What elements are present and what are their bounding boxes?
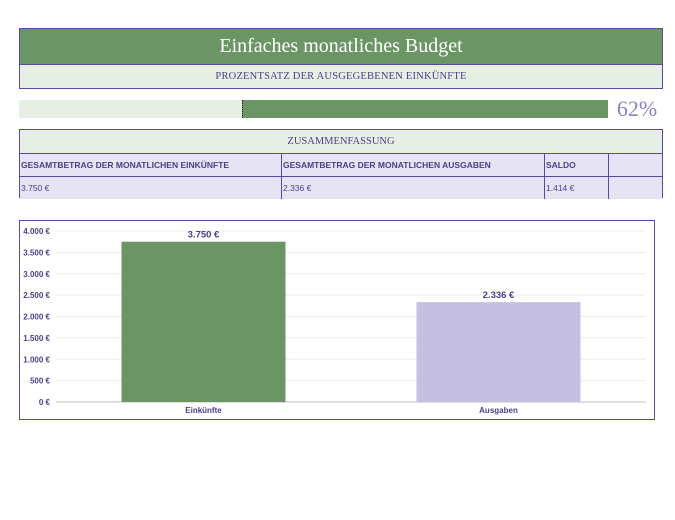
budget-title: Einfaches monatliches Budget (19, 28, 663, 65)
value-empty[interactable] (609, 177, 662, 199)
header-total-expenses[interactable]: GESAMTBETRAG DER MONATLICHEN AUSGABEN (282, 154, 545, 176)
income-expenses-chart[interactable]: 0 € 500 € 1.000 € 1.500 € 2.000 € 2.500 € 3.00… (19, 220, 655, 420)
progress-percent-label: 62% (616, 96, 658, 121)
value-total-expenses[interactable]: 2.336 € (282, 177, 545, 199)
header-total-income[interactable]: GESAMTBETRAG DER MONATLICHEN EINKÜNFTE (20, 154, 282, 176)
summary-value-row: 3.750 € 2.336 € 1.414 € (20, 177, 662, 199)
y-tick-label: 2.500 € (23, 291, 50, 300)
x-category-label: Einkünfte (185, 406, 222, 415)
bar-data-label: 2.336 € (483, 290, 515, 301)
summary-table: ZUSAMMENFASSUNG GESAMTBETRAG DER MONATLI… (19, 129, 663, 199)
y-tick-label: 500 € (30, 377, 51, 386)
y-tick-label: 3.500 € (23, 248, 50, 257)
value-balance[interactable]: 1.414 € (545, 177, 609, 199)
spent-income-percentage-heading: PROZENTSATZ DER AUSGEGEBENEN EINKÜNFTE (19, 65, 663, 89)
chart-svg: 0 € 500 € 1.000 € 1.500 € 2.000 € 2.500 € 3.00… (23, 227, 646, 415)
y-tick-label: 1.000 € (23, 355, 50, 364)
progress-fill (242, 100, 608, 118)
bar-income (121, 241, 286, 402)
header-empty[interactable] (609, 154, 662, 176)
y-tick-label: 4.000 € (23, 227, 50, 236)
summary-header-row: GESAMTBETRAG DER MONATLICHEN EINKÜNFTE G… (20, 154, 662, 177)
spent-income-progress-bar (19, 100, 608, 118)
y-tick-label: 3.000 € (23, 270, 50, 279)
y-tick-label: 1.500 € (23, 334, 50, 343)
y-tick-label: 0 € (39, 398, 51, 407)
y-tick-label: 2.000 € (23, 313, 50, 322)
summary-title: ZUSAMMENFASSUNG (20, 130, 662, 154)
bar-expenses (416, 302, 581, 402)
value-total-income[interactable]: 3.750 € (20, 177, 282, 199)
header-balance[interactable]: SALDO (545, 154, 609, 176)
x-category-label: Ausgaben (479, 406, 518, 415)
bar-data-label: 3.750 € (188, 230, 220, 241)
